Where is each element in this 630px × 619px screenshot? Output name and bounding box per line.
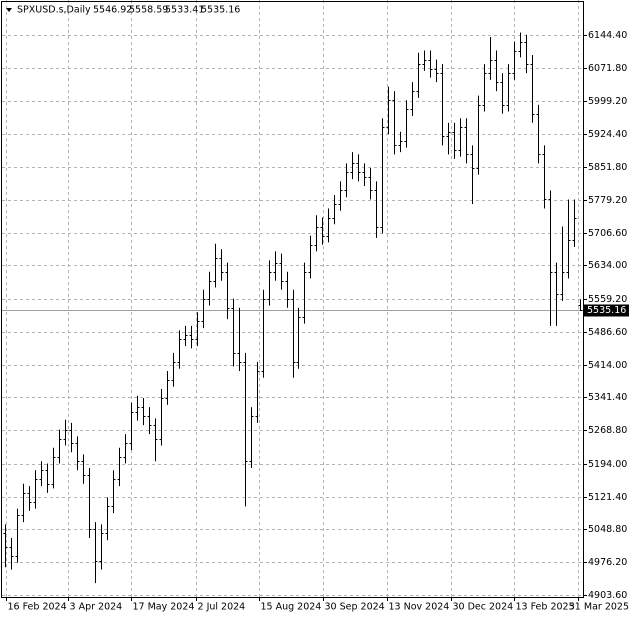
grid bbox=[2, 0, 583, 597]
y-tick-label: 5121.40 bbox=[588, 492, 627, 503]
price-label: 5535.16 bbox=[587, 305, 626, 316]
x-tick-label: 30 Sep 2024 bbox=[325, 602, 385, 613]
y-tick-label: 5851.80 bbox=[588, 162, 627, 173]
y-tick-label: 5706.60 bbox=[588, 228, 627, 239]
y-tick-label: 5194.00 bbox=[588, 459, 627, 470]
y-tick-label: 5924.40 bbox=[588, 129, 627, 140]
y-tick-label: 5268.80 bbox=[588, 425, 627, 436]
bars bbox=[3, 32, 583, 584]
y-tick-label: 6144.40 bbox=[588, 30, 627, 41]
y-tick-label: 5634.00 bbox=[588, 260, 627, 271]
x-tick-label: 31 Mar 2025 bbox=[569, 602, 629, 613]
high-label: 5558.59 bbox=[129, 5, 168, 16]
x-tick-label: 13 Nov 2024 bbox=[389, 602, 450, 613]
y-tick-label: 5486.60 bbox=[588, 327, 627, 338]
symbol-label: SPXUSD.s,Daily bbox=[17, 5, 91, 16]
low-label: 5533.41 bbox=[165, 5, 204, 16]
open-label: 5546.92 bbox=[93, 5, 132, 16]
close-label: 5535.16 bbox=[201, 5, 240, 16]
y-tick-label: 4976.20 bbox=[588, 557, 627, 568]
y-tick-label: 5048.80 bbox=[588, 524, 627, 535]
x-tick-label: 16 Feb 2024 bbox=[8, 602, 67, 613]
x-tick-label: 15 Aug 2024 bbox=[261, 602, 322, 613]
x-tick-label: 3 Apr 2024 bbox=[70, 602, 123, 613]
y-tick-label: 5341.40 bbox=[588, 392, 627, 403]
x-tick-label: 30 Dec 2024 bbox=[453, 602, 514, 613]
menu-arrow[interactable] bbox=[6, 8, 12, 12]
y-tick-label: 4903.60 bbox=[588, 590, 627, 601]
price-label-box bbox=[583, 304, 629, 317]
x-tick-label: 13 Feb 2025 bbox=[516, 602, 575, 613]
y-tick-label: 6071.80 bbox=[588, 63, 627, 74]
x-tick-label: 17 May 2024 bbox=[133, 602, 195, 613]
y-tick-label: 5559.20 bbox=[588, 294, 627, 305]
x-tick-label: 2 Jul 2024 bbox=[198, 602, 246, 613]
y-tick-label: 5414.00 bbox=[588, 360, 627, 371]
y-tick-label: 5999.20 bbox=[588, 96, 627, 107]
y-tick-label: 5779.20 bbox=[588, 195, 627, 206]
